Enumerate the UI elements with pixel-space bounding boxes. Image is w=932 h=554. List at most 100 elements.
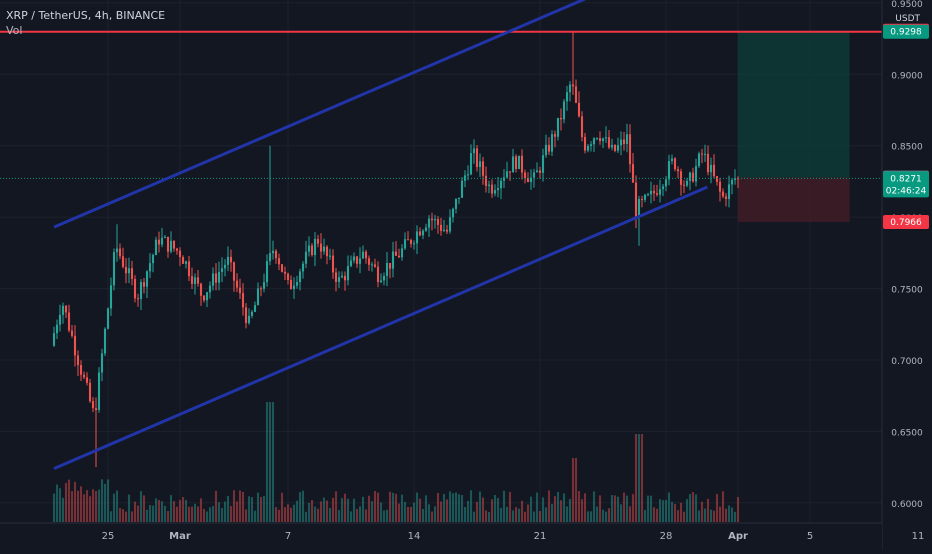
candle-body [628, 134, 632, 165]
candle-body [292, 285, 296, 290]
volume-bar [265, 402, 269, 522]
volume-bar [109, 511, 113, 522]
candle-body [121, 256, 125, 267]
price-tick-label: 0.6500 [891, 428, 923, 438]
candle-body [142, 282, 146, 287]
volume-bar [277, 509, 281, 522]
candle-body [103, 328, 107, 354]
candle-body [502, 177, 506, 181]
candle-body [568, 84, 572, 93]
volume-bar [193, 503, 197, 522]
time-axis[interactable]: 25 Mar 7 14 21 28 Apr 5 11 [0, 522, 924, 551]
candle-body [643, 194, 647, 200]
candle-body [433, 218, 437, 221]
volume-bar [487, 511, 491, 522]
volume-bar [352, 498, 356, 522]
candle-body [124, 266, 128, 274]
candle-body [574, 86, 578, 103]
volume-bar [211, 506, 215, 522]
candle-body [64, 305, 68, 313]
candle-body [571, 84, 575, 87]
volume-bar [244, 509, 248, 522]
volume-bar [484, 510, 488, 522]
candle-body [250, 311, 254, 316]
time-tick-label: 28 [660, 531, 673, 542]
volume-bar [397, 503, 401, 522]
candle-body [544, 144, 548, 156]
drawing-lines[interactable] [0, 0, 882, 470]
candle-body [394, 251, 398, 256]
volume-bar [475, 501, 479, 522]
volume-bar [697, 510, 701, 522]
candle-body [478, 161, 482, 168]
candle-body [391, 251, 395, 269]
volume-bar [649, 495, 653, 522]
symbol-title[interactable]: XRP / TetherUS, 4h, BINANCE [6, 9, 166, 22]
volume-bar [673, 503, 677, 522]
volume-bar [64, 482, 68, 522]
volume-bar [67, 479, 71, 522]
target-zone[interactable] [738, 31, 850, 178]
candle-body [505, 171, 509, 178]
candle-body [721, 191, 725, 197]
volume-bar [682, 511, 686, 522]
candle-body [355, 256, 359, 264]
candle-body [208, 285, 212, 293]
candle-body [358, 258, 362, 264]
candle-body [589, 144, 593, 146]
volume-bar [496, 498, 500, 522]
candle-body [454, 198, 458, 209]
candle-body [163, 236, 167, 238]
candle-body [307, 245, 311, 252]
volume-bar [181, 497, 185, 522]
time-tick-label: 25 [102, 531, 115, 542]
candle-body [298, 271, 302, 283]
time-tick-label: Mar [169, 531, 191, 542]
volume-bar [664, 499, 668, 522]
volume-bar [286, 504, 290, 522]
candle-body [493, 190, 497, 194]
volume-bar [652, 507, 656, 522]
candle-body [352, 256, 356, 261]
volume-bar [394, 493, 398, 522]
candle-body [88, 382, 92, 402]
channel-lower-line[interactable] [53, 185, 708, 470]
volume-bar [103, 483, 107, 522]
candle-body [604, 137, 608, 139]
candle-body [136, 298, 140, 300]
candle-body [688, 172, 692, 181]
candle-body [619, 139, 623, 146]
candle-body [334, 272, 338, 282]
volume-bar [367, 495, 371, 522]
candle-body [112, 252, 116, 286]
volume-bar [589, 511, 593, 522]
stop-zone[interactable] [738, 177, 850, 222]
candle-body [67, 312, 71, 331]
volume-bar [82, 494, 86, 522]
candle-body [700, 153, 704, 155]
candle-body [169, 240, 173, 252]
volume-bar [502, 490, 506, 522]
candle-body [586, 145, 590, 151]
volume-bar [106, 479, 110, 522]
candle-body [682, 184, 686, 186]
volume-legend-label[interactable]: Vol [6, 24, 23, 37]
volume-bar [355, 508, 359, 522]
channel-upper-line[interactable] [53, 0, 617, 229]
candle-body [472, 148, 476, 154]
volume-bar [373, 491, 377, 522]
candle-body [181, 257, 185, 264]
candle-body [271, 250, 275, 254]
volume-bar [463, 506, 467, 522]
volume-bar [121, 509, 125, 522]
long-position-tool[interactable] [738, 31, 850, 222]
volume-bar [52, 493, 56, 522]
volume-bar [466, 500, 470, 522]
candle-body [175, 248, 179, 251]
candle-body [466, 174, 470, 176]
price-axis[interactable]: 0.95000.90000.85000.80000.75000.70000.65… [881, 0, 932, 550]
volume-bar [172, 501, 176, 522]
volume-bar [238, 490, 242, 522]
